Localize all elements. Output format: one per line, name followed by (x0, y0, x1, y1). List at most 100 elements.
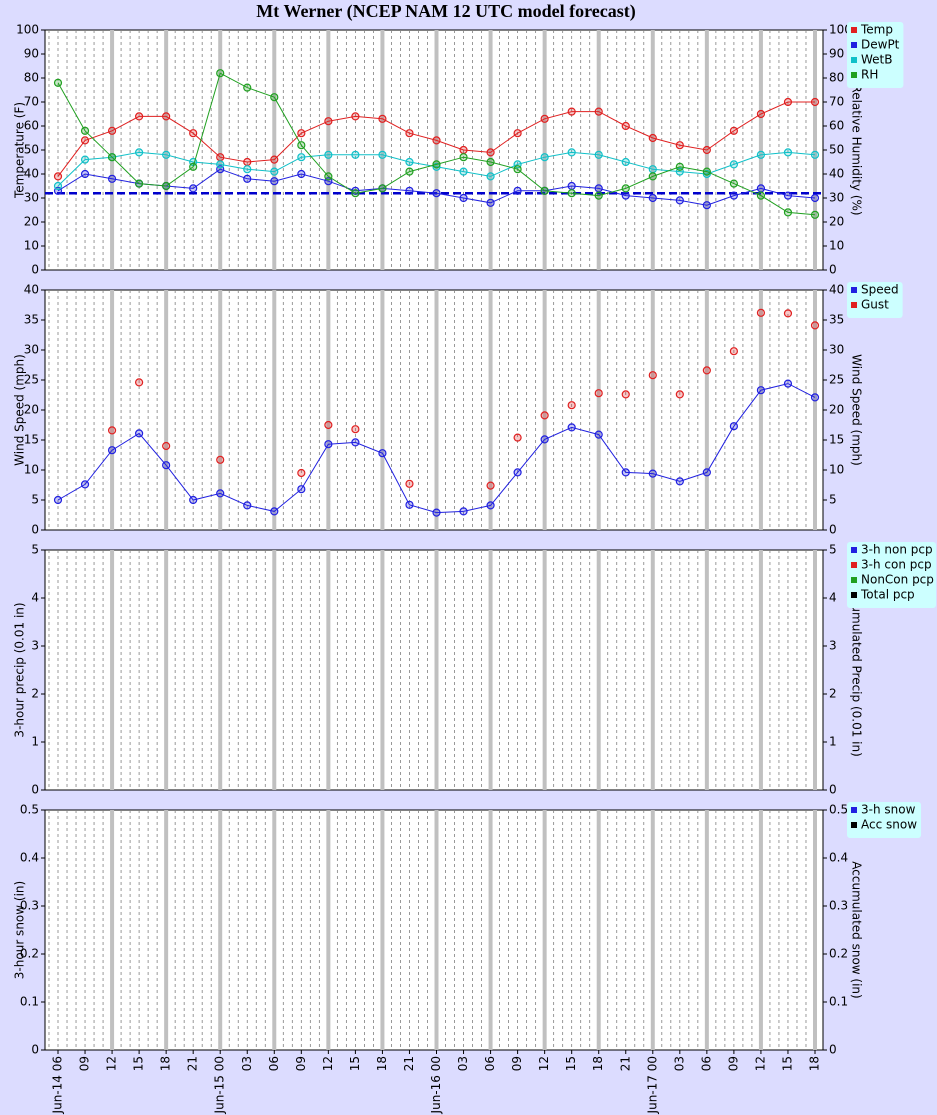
y-tick-label: 30 (24, 343, 39, 357)
data-point (80, 126, 90, 135)
data-point (432, 160, 441, 169)
data-point (189, 495, 198, 505)
data-point (297, 485, 306, 494)
data-point (351, 189, 360, 198)
data-point (513, 186, 522, 195)
y-tick-label: 5 (31, 543, 39, 557)
data-point (270, 167, 279, 176)
data-point (810, 97, 820, 107)
data-point (351, 425, 360, 434)
data-point (270, 93, 279, 102)
plot-area (44, 549, 824, 791)
y-tick-label: 30 (24, 191, 39, 205)
legend-swatch (851, 577, 857, 583)
data-point (80, 136, 90, 145)
data-point (648, 172, 657, 181)
data-point (378, 184, 387, 193)
y2-tick-label: 10 (829, 463, 844, 477)
x-tick-label: 15 (132, 1056, 146, 1071)
data-point (810, 150, 820, 159)
y-tick-label: 0.2 (20, 947, 39, 961)
data-point (756, 109, 766, 119)
data-point (648, 133, 657, 143)
x-tick-label: 21 (186, 1056, 200, 1071)
data-point (405, 167, 414, 176)
data-point (594, 107, 603, 116)
y2-tick-label: 40 (829, 283, 844, 297)
legend-swatch (851, 27, 857, 33)
y-tick-label: 20 (24, 215, 39, 229)
data-point (53, 495, 63, 505)
y2-tick-label: 35 (829, 313, 844, 327)
data-point (729, 347, 738, 356)
data-point (567, 189, 576, 198)
data-point (297, 153, 306, 162)
data-point (486, 481, 495, 490)
legend-swatch (851, 72, 857, 78)
legend-label: RH (861, 68, 878, 82)
data-point (783, 97, 793, 107)
data-point (459, 507, 468, 516)
data-point (567, 181, 576, 191)
data-point (648, 193, 657, 203)
data-point (324, 117, 333, 126)
y2-tick-label: 0.3 (829, 899, 848, 913)
y2-tick-label: 4 (829, 591, 837, 605)
data-point (135, 429, 144, 438)
data-point (405, 157, 414, 167)
y-tick-label: 4 (31, 591, 39, 605)
data-point (216, 160, 225, 169)
y2-tick-label: 70 (829, 95, 844, 109)
data-point (567, 107, 576, 116)
y2-axis-label: Relative Humidity (%) (850, 84, 864, 215)
data-point (783, 191, 793, 200)
data-point (243, 174, 252, 183)
data-point (675, 196, 684, 205)
data-point (621, 468, 630, 477)
y-tick-label: 90 (24, 47, 39, 61)
data-point (162, 461, 171, 470)
data-point (162, 112, 171, 121)
data-point (621, 390, 630, 399)
data-point (513, 165, 522, 174)
legend-swatch (851, 807, 857, 813)
data-point (621, 157, 630, 167)
series-line (57, 383, 816, 514)
data-point (567, 401, 576, 410)
y2-tick-label: 0 (829, 523, 837, 537)
y-tick-label: 0.1 (20, 995, 39, 1009)
legend-box (847, 22, 904, 88)
data-point (702, 145, 711, 155)
data-point (459, 193, 468, 203)
legend-label: Gust (861, 298, 889, 312)
data-point (297, 141, 306, 150)
legend-swatch (851, 302, 857, 308)
data-point (135, 179, 144, 188)
data-point (405, 129, 414, 138)
data-point (378, 449, 387, 458)
y2-axis-label: Wind Speed (mph) (850, 354, 864, 466)
data-point (378, 114, 387, 123)
data-point (486, 501, 495, 510)
legend-label: 3-h con pcp (861, 558, 932, 572)
data-point (594, 430, 603, 439)
data-point (756, 191, 766, 200)
data-point (107, 426, 117, 435)
legend-swatch (851, 57, 857, 63)
x-tick-label: 06 (699, 1056, 713, 1071)
data-point (675, 162, 684, 171)
data-point (756, 386, 766, 395)
y-tick-label: 2 (31, 687, 39, 701)
data-point (80, 155, 90, 164)
series-line (57, 72, 816, 216)
y2-tick-label: 30 (829, 191, 844, 205)
data-point (783, 309, 793, 318)
data-point (324, 150, 333, 159)
x-tick-label: 12 (537, 1056, 551, 1071)
data-point (729, 160, 738, 169)
y-tick-label: 0 (31, 523, 39, 537)
